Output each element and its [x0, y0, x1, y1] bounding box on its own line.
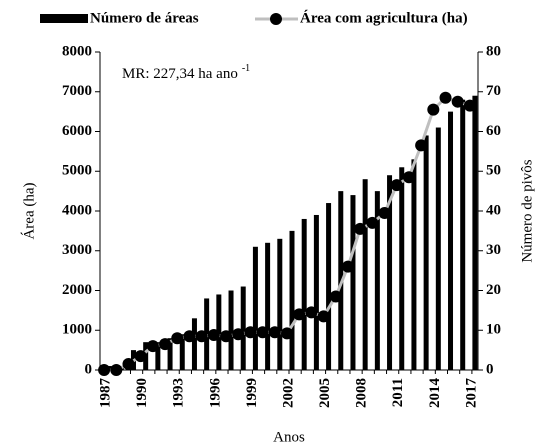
marker: [281, 327, 293, 340]
marker: [305, 306, 318, 319]
x-tick-label: 2017: [463, 378, 479, 409]
y2-tick-label: 10: [486, 322, 501, 338]
marker: [98, 364, 111, 376]
annotation: MR: 227,34 ha ano -1: [122, 63, 250, 82]
x-tick-label: 1999: [244, 378, 260, 408]
bar: [252, 246, 258, 370]
y-tick-label: 4000: [62, 202, 92, 218]
marker: [232, 328, 245, 341]
y-tick-label: 3000: [62, 242, 92, 258]
marker: [195, 330, 208, 343]
x-tick-label: 1990: [134, 378, 150, 408]
annotation-sup: -1: [242, 63, 250, 74]
marker: [171, 332, 184, 345]
marker: [220, 330, 233, 343]
y2-tick-label: 20: [486, 282, 501, 298]
y-tick-label: 5000: [62, 163, 92, 179]
marker: [354, 222, 367, 235]
y2-tick-label: 80: [486, 43, 501, 59]
marker: [207, 329, 220, 342]
bar: [460, 99, 466, 370]
bar: [179, 334, 185, 370]
x-tick-label: 2008: [354, 378, 370, 408]
y-tick-label: 7000: [62, 83, 92, 99]
bar: [265, 242, 271, 370]
legend-swatch-marker: [270, 13, 282, 25]
marker: [110, 364, 123, 376]
y2-tick-label: 60: [486, 123, 501, 139]
bar: [411, 159, 417, 370]
y2-axis-label: Número de pivôs: [519, 159, 535, 262]
marker: [341, 260, 354, 273]
bar: [155, 342, 161, 370]
bar: [423, 135, 429, 370]
bar: [240, 286, 246, 370]
x-tick-label: 2011: [390, 378, 406, 407]
bar: [362, 179, 368, 370]
marker: [439, 91, 452, 104]
marker: [415, 139, 428, 152]
marker: [378, 206, 391, 219]
marker: [159, 338, 172, 351]
marker: [317, 310, 330, 323]
bar: [387, 175, 393, 370]
y-axis-label: Área (ha): [20, 182, 37, 239]
legend-label: Área com agricultura (ha): [300, 9, 468, 26]
x-tick-label: 1987: [98, 378, 114, 409]
y-tick-label: 8000: [62, 43, 92, 59]
bar: [313, 214, 319, 370]
bar: [448, 111, 454, 370]
y2-tick-label: 0: [486, 361, 494, 377]
x-axis-label: Anos: [273, 429, 305, 445]
bar: [277, 238, 283, 370]
marker: [122, 358, 135, 371]
y2-tick-label: 40: [486, 202, 501, 218]
bar: [167, 338, 173, 370]
x-tick-label: 2002: [280, 378, 296, 408]
y-tick-label: 0: [85, 361, 93, 377]
bar: [374, 191, 380, 370]
bar: [301, 218, 307, 370]
bar: [289, 230, 295, 370]
marker: [293, 308, 306, 321]
y2-tick-label: 70: [486, 83, 501, 99]
y2-tick-label: 50: [486, 163, 501, 179]
legend-label: Número de áreas: [90, 10, 199, 26]
annotation-text: MR: 227,34 ha ano: [122, 66, 238, 82]
marker: [402, 171, 415, 184]
marker: [146, 340, 159, 353]
marker: [134, 350, 147, 363]
marker: [390, 179, 403, 192]
bar: [326, 203, 332, 370]
marker: [427, 103, 440, 116]
y-tick-label: 2000: [62, 282, 92, 298]
marker: [244, 326, 257, 339]
marker: [256, 326, 269, 339]
marker: [329, 290, 342, 303]
bar: [228, 290, 234, 370]
x-tick-label: 2005: [317, 378, 333, 408]
x-tick-label: 2014: [427, 378, 443, 409]
bar: [472, 95, 478, 370]
y-tick-label: 6000: [62, 123, 92, 139]
bar: [191, 318, 197, 370]
x-tick-label: 1996: [207, 378, 223, 409]
y2-tick-label: 30: [486, 242, 501, 258]
bar: [399, 167, 405, 370]
legend-swatch-bar: [40, 14, 88, 23]
marker: [463, 99, 476, 112]
y-tick-label: 1000: [62, 322, 92, 338]
marker: [366, 216, 379, 229]
marker: [268, 326, 281, 339]
bar: [350, 195, 356, 370]
bar: [435, 127, 441, 371]
marker: [451, 95, 464, 108]
x-tick-label: 1993: [171, 378, 187, 408]
marker: [183, 330, 196, 343]
